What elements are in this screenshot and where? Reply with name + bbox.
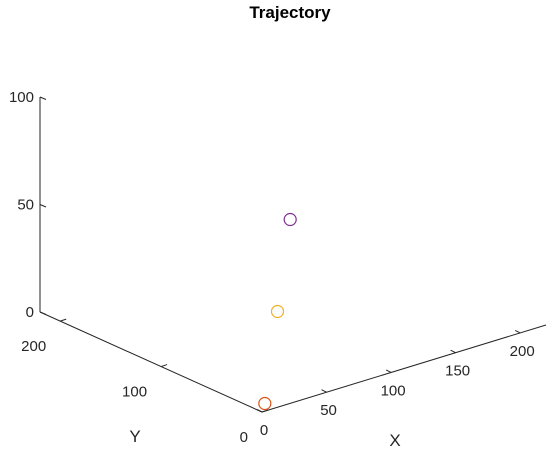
z-tick-label-1: 50 xyxy=(17,197,34,214)
z-tick-2 xyxy=(39,96,47,100)
x-axis-line xyxy=(261,324,547,413)
x-axis-label: X xyxy=(389,431,400,450)
x-tick-4 xyxy=(514,329,521,334)
data-point-2 xyxy=(283,212,297,227)
z-tick-label-0: 0 xyxy=(26,304,34,321)
x-tick-1 xyxy=(321,389,327,393)
data-point-1 xyxy=(270,304,285,319)
x-tick-label-0: 0 xyxy=(260,422,268,439)
y-tick-1 xyxy=(160,364,168,368)
x-tick-3 xyxy=(450,349,456,354)
x-tick-label-3: 150 xyxy=(445,363,470,380)
x-tick-label-1: 50 xyxy=(320,402,337,419)
x-tick-0 xyxy=(256,409,263,413)
y-tick-2 xyxy=(60,318,67,322)
tick-labels: 0 50 100 150 200 0 100 200 0 50 100 xyxy=(9,89,535,446)
data-points xyxy=(258,212,297,411)
z-tick-label-2: 100 xyxy=(9,89,34,106)
y-tick-label-0: 0 xyxy=(240,429,248,446)
chart-title: Trajectory xyxy=(249,3,331,22)
x-tick-label-2: 100 xyxy=(381,382,406,399)
y-axis-label: Y xyxy=(129,427,140,446)
z-tick-0 xyxy=(39,311,47,315)
tick-marks xyxy=(39,96,521,413)
z-tick-1 xyxy=(39,204,47,208)
y-tick-label-1: 100 xyxy=(122,384,147,401)
y-axis-line xyxy=(39,311,263,413)
x-tick-label-4: 200 xyxy=(510,343,535,360)
x-tick-2 xyxy=(385,369,392,373)
y-tick-label-2: 200 xyxy=(21,338,46,355)
y-tick-0 xyxy=(261,409,269,413)
data-point-0 xyxy=(258,396,272,411)
